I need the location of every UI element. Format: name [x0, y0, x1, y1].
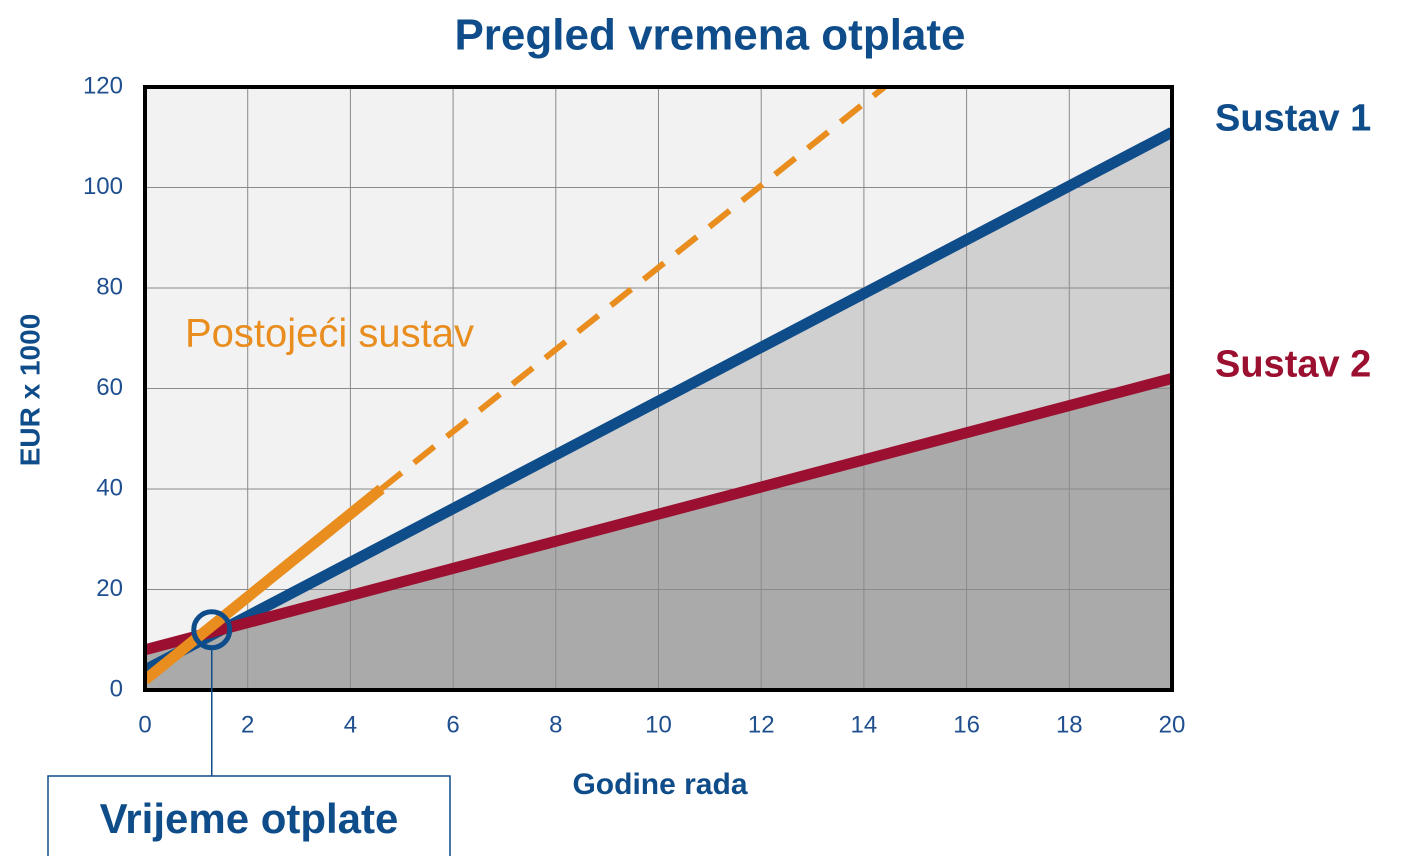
x-tick-label: 12	[748, 711, 775, 738]
x-tick-label: 16	[953, 711, 980, 738]
chart-title: Pregled vremena otplate	[454, 11, 965, 60]
line	[145, 373, 1172, 656]
x-tick-label: 18	[1056, 711, 1083, 738]
annotation-box	[47, 775, 451, 856]
x-tick-label: 20	[1159, 711, 1186, 738]
series-label: Sustav 2	[1215, 343, 1371, 385]
y-tick-label: 100	[83, 173, 123, 200]
y-tick-label: 80	[96, 273, 123, 300]
line	[145, 484, 385, 685]
y-tick-label: 120	[83, 72, 123, 99]
annotation-marker	[191, 609, 233, 651]
x-tick-label: 2	[241, 711, 254, 738]
x-tick-label: 0	[138, 711, 151, 738]
x-tick-label: 8	[549, 711, 562, 738]
y-tick-label: 20	[96, 575, 123, 602]
line	[145, 127, 1172, 675]
x-tick-label: 14	[851, 711, 878, 738]
y-tick-label: 0	[110, 675, 123, 702]
y-axis-label: EUR x 1000	[14, 314, 45, 467]
x-tick-label: 4	[344, 711, 357, 738]
plot-border	[143, 85, 1174, 692]
series-label: Postojeći sustav	[185, 312, 474, 356]
y-tick-label: 40	[96, 474, 123, 501]
x-axis-label: Godine rada	[572, 768, 747, 801]
y-tick-label: 60	[96, 374, 123, 401]
annotation-text: Vrijeme otplate	[100, 795, 399, 842]
x-tick-label: 10	[645, 711, 672, 738]
line	[379, 87, 887, 492]
x-tick-label: 6	[446, 711, 459, 738]
series-label: Sustav 1	[1215, 97, 1371, 139]
